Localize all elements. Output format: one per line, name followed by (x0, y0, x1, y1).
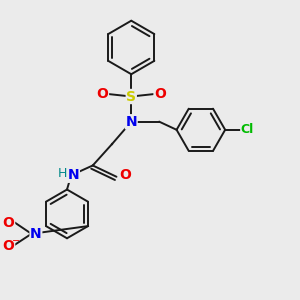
Text: O: O (3, 239, 15, 253)
Text: O: O (154, 87, 166, 101)
Text: O: O (119, 168, 131, 182)
Text: N: N (68, 168, 79, 182)
Text: O: O (3, 216, 15, 230)
Text: N: N (125, 115, 137, 129)
Text: O: O (97, 87, 109, 101)
Text: N: N (30, 227, 42, 241)
Text: −: − (12, 236, 20, 246)
Text: Cl: Cl (241, 123, 254, 136)
Text: H: H (58, 167, 67, 180)
Text: S: S (126, 89, 136, 103)
